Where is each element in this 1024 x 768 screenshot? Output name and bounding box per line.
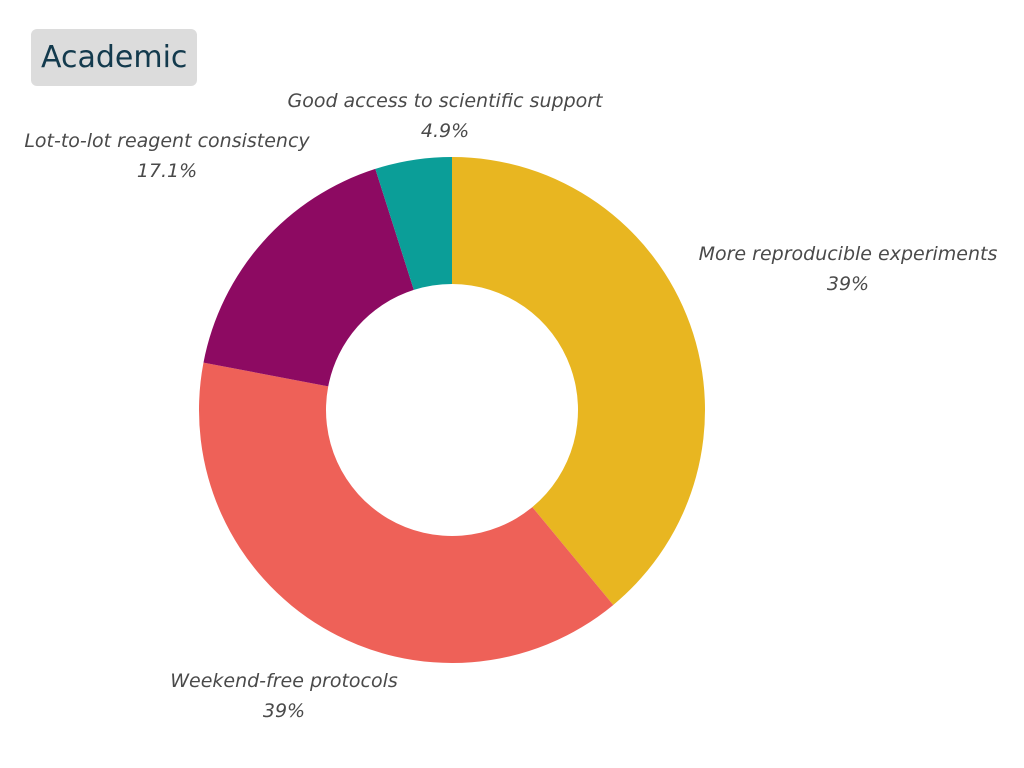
slice-value-more-reproducible-experiments: 39% [827,273,869,295]
slice-label-weekend-free-protocols: Weekend-free protocols [170,670,398,692]
chart-title: Academic [31,29,198,86]
slice-weekend-free-protocols [198,362,614,663]
slice-label-good-access-to-scientific-support: Good access to scientific support [287,90,604,112]
slice-good-access-to-scientific-support [375,157,452,290]
slice-value-weekend-free-protocols: 39% [263,700,305,722]
slice-lot-to-lot-reagent-consistency [203,168,414,387]
slice-value-good-access-to-scientific-support: 4.9% [421,120,469,142]
slice-label-lot-to-lot-reagent-consistency: Lot-to-lot reagent consistency [24,130,310,152]
donut-slices [198,157,706,663]
slice-value-lot-to-lot-reagent-consistency: 17.1% [137,160,197,182]
slice-more-reproducible-experiments [452,157,706,605]
slice-labels: More reproducible experiments 39% Weekend-… [24,90,997,722]
slice-label-more-reproducible-experiments: More reproducible experiments [699,243,998,265]
